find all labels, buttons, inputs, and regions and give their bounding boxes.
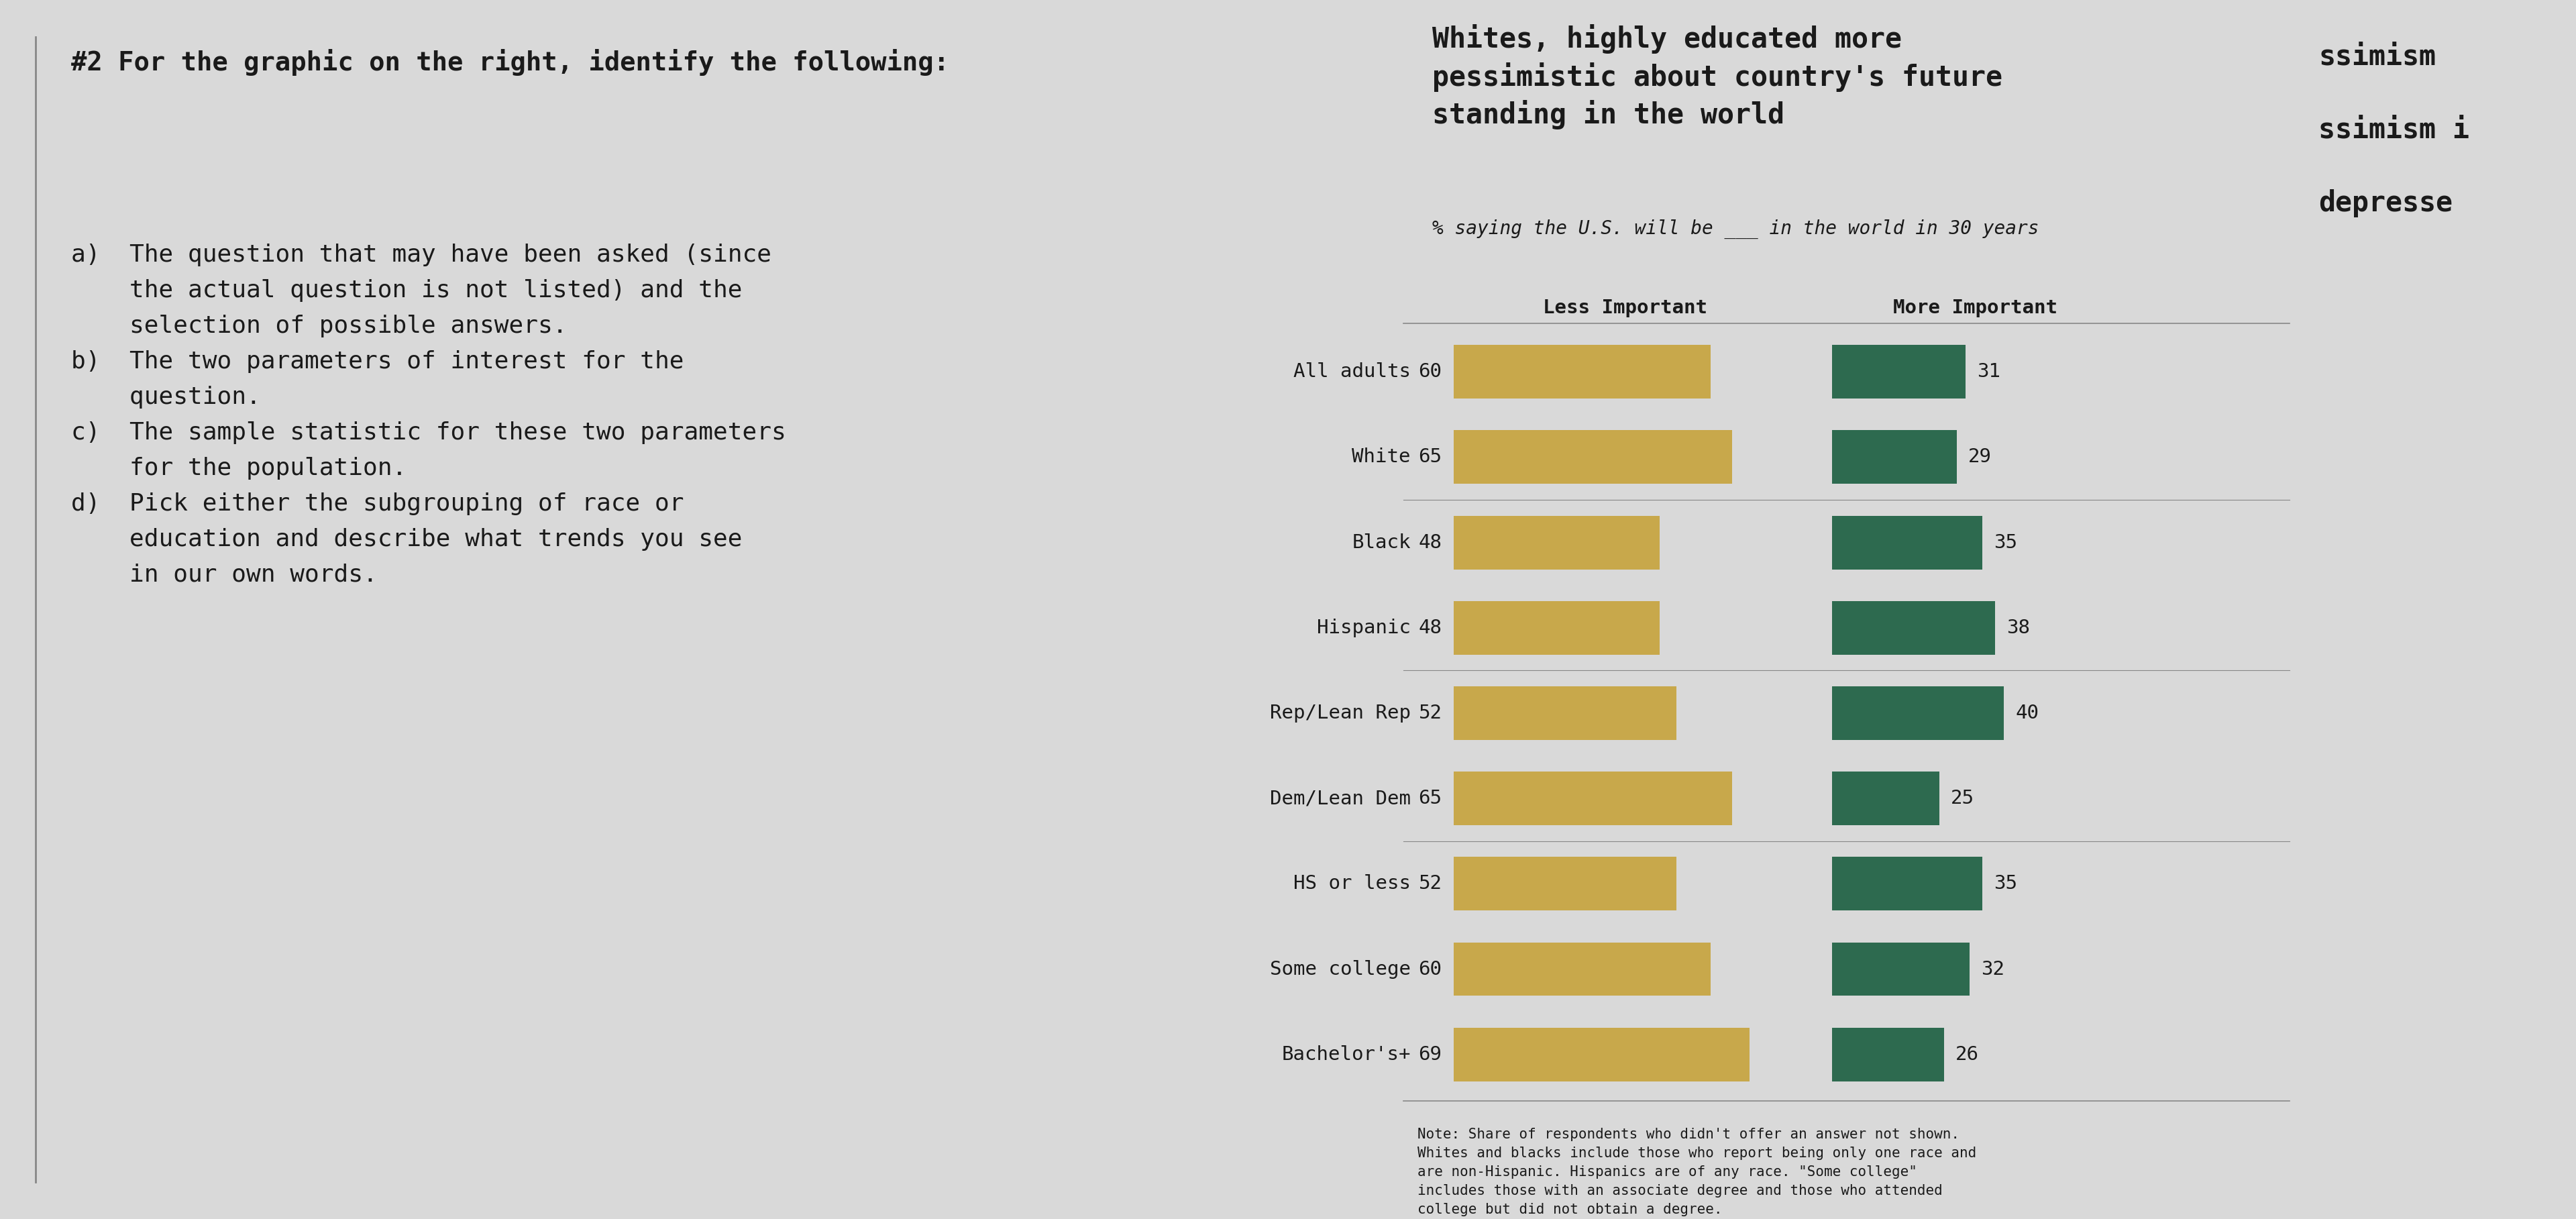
FancyBboxPatch shape	[1832, 430, 1958, 484]
Text: Black: Black	[1352, 533, 1412, 552]
Text: % saying the U.S. will be ___ in the world in 30 years: % saying the U.S. will be ___ in the wor…	[1432, 219, 2038, 239]
FancyBboxPatch shape	[1832, 345, 1965, 399]
Text: 48: 48	[1419, 618, 1443, 638]
Text: More Important: More Important	[1893, 299, 2058, 317]
Text: 26: 26	[1955, 1045, 1978, 1064]
FancyBboxPatch shape	[1832, 516, 1984, 569]
Text: 60: 60	[1419, 959, 1443, 979]
FancyBboxPatch shape	[1453, 857, 1677, 911]
FancyBboxPatch shape	[1832, 686, 2004, 740]
Text: 38: 38	[2007, 618, 2030, 638]
Text: ssimism: ssimism	[2318, 43, 2437, 71]
Text: 31: 31	[1976, 362, 1999, 382]
FancyBboxPatch shape	[1453, 430, 1731, 484]
Text: 52: 52	[1419, 874, 1443, 894]
FancyBboxPatch shape	[1832, 942, 1971, 996]
Text: White: White	[1352, 447, 1412, 467]
FancyBboxPatch shape	[1453, 516, 1659, 569]
Text: 60: 60	[1419, 362, 1443, 382]
FancyBboxPatch shape	[1453, 1028, 1749, 1081]
FancyBboxPatch shape	[1832, 1028, 1945, 1081]
Text: 25: 25	[1950, 789, 1973, 808]
Text: 65: 65	[1419, 447, 1443, 467]
Text: Some college: Some college	[1270, 959, 1412, 979]
Text: Rep/Lean Rep: Rep/Lean Rep	[1270, 703, 1412, 723]
Text: #2 For the graphic on the right, identify the following:: #2 For the graphic on the right, identif…	[72, 49, 948, 76]
Text: a)  The question that may have been asked (since
    the actual question is not : a) The question that may have been asked…	[72, 244, 786, 586]
FancyBboxPatch shape	[1453, 942, 1710, 996]
Text: Whites, highly educated more
pessimistic about country's future
standing in the : Whites, highly educated more pessimistic…	[1432, 24, 2002, 129]
Text: depresse: depresse	[2318, 189, 2452, 217]
Text: Dem/Lean Dem: Dem/Lean Dem	[1270, 789, 1412, 808]
Text: Hispanic: Hispanic	[1316, 618, 1412, 638]
Text: 40: 40	[2014, 703, 2038, 723]
Text: Bachelor's+: Bachelor's+	[1280, 1045, 1412, 1064]
FancyBboxPatch shape	[1453, 772, 1731, 825]
FancyBboxPatch shape	[1832, 772, 1940, 825]
Text: HS or less: HS or less	[1293, 874, 1412, 894]
FancyBboxPatch shape	[1453, 345, 1710, 399]
Text: 48: 48	[1419, 533, 1443, 552]
Text: Note: Share of respondents who didn't offer an answer not shown.
Whites and blac: Note: Share of respondents who didn't of…	[1417, 1128, 1976, 1217]
Text: 69: 69	[1419, 1045, 1443, 1064]
Text: 29: 29	[1968, 447, 1991, 467]
Text: 35: 35	[1994, 874, 2017, 894]
Text: 65: 65	[1419, 789, 1443, 808]
Text: 52: 52	[1419, 703, 1443, 723]
Text: 35: 35	[1994, 533, 2017, 552]
Text: ssimism i: ssimism i	[2318, 116, 2470, 144]
FancyBboxPatch shape	[1453, 601, 1659, 655]
Text: Less Important: Less Important	[1543, 299, 1708, 317]
FancyBboxPatch shape	[1453, 686, 1677, 740]
FancyBboxPatch shape	[1832, 601, 1996, 655]
Text: All adults: All adults	[1293, 362, 1412, 382]
Text: 32: 32	[1981, 959, 2004, 979]
FancyBboxPatch shape	[1832, 857, 1984, 911]
